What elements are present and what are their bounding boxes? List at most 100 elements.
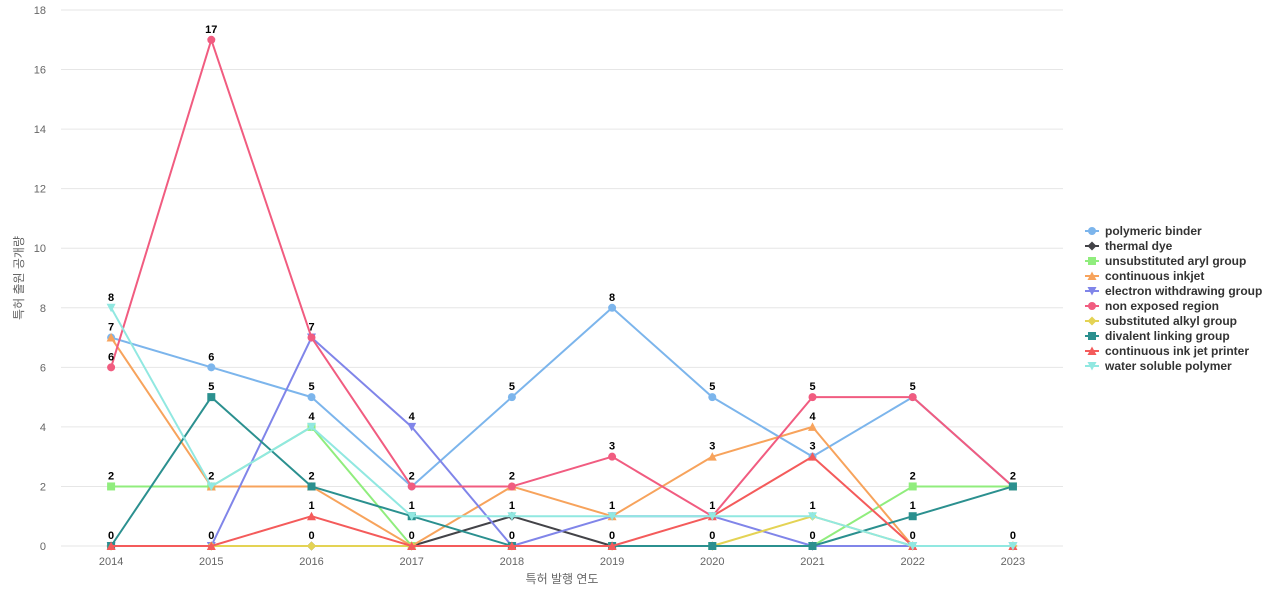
legend-item[interactable]: divalent linking group — [1085, 329, 1230, 343]
data-label: 1 — [609, 500, 615, 512]
data-label: 0 — [809, 530, 815, 542]
data-label: 4 — [308, 411, 315, 423]
legend-marker — [1088, 332, 1096, 340]
x-tick-label: 2018 — [500, 556, 524, 568]
legend-item[interactable]: water soluble polymer — [1085, 359, 1232, 373]
data-point — [607, 512, 617, 521]
legend-label: continuous inkjet — [1105, 269, 1204, 283]
legend-item[interactable]: electron withdrawing group — [1085, 284, 1262, 298]
data-point — [307, 511, 316, 521]
legend-marker — [1087, 316, 1097, 326]
data-label: 0 — [208, 530, 214, 542]
data-label: 2 — [409, 470, 415, 482]
data-label: 1 — [910, 500, 916, 512]
legend-marker — [1087, 362, 1097, 371]
data-point — [507, 482, 516, 491]
data-label: 1 — [809, 500, 815, 512]
x-axis-ticks: 2014 2015 2016 2017 2018 2019 2020 2021 2022 2023 — [99, 556, 1025, 568]
data-point — [307, 541, 316, 551]
data-point — [107, 482, 116, 491]
data-label: 1 — [709, 500, 715, 512]
data-label: 2 — [108, 470, 114, 482]
data-point — [407, 541, 417, 550]
data-label: 0 — [308, 530, 314, 542]
data-label: 1 — [509, 500, 515, 512]
y-tick-label: 14 — [34, 124, 46, 136]
data-point — [908, 393, 917, 402]
legend-marker — [1088, 227, 1096, 235]
data-point — [106, 303, 116, 313]
x-tick-label: 2020 — [700, 556, 724, 568]
legend-label: unsubstituted aryl group — [1105, 254, 1246, 268]
data-point — [808, 422, 817, 431]
gridlines — [61, 9, 1063, 547]
legend-marker — [1087, 271, 1097, 280]
legend-item[interactable]: continuous inkjet — [1085, 269, 1204, 283]
x-tick-label: 2019 — [600, 556, 624, 568]
y-tick-label: 18 — [34, 5, 46, 17]
series-line — [110, 306, 1014, 488]
legend-marker — [1087, 241, 1097, 251]
data-point — [708, 542, 717, 550]
legend-item[interactable]: substituted alkyl group — [1085, 314, 1237, 328]
legend-item[interactable]: polymeric binder — [1085, 224, 1202, 238]
legend-item[interactable]: unsubstituted aryl group — [1085, 254, 1246, 268]
y-tick-label: 4 — [40, 422, 46, 434]
series-5 — [107, 35, 1017, 521]
data-label: 6 — [208, 351, 214, 363]
data-label: 5 — [208, 381, 214, 393]
data-point — [708, 393, 717, 402]
data-label: 2 — [910, 470, 916, 482]
x-tick-label: 2014 — [99, 556, 123, 568]
data-point — [207, 35, 216, 44]
data-label: 5 — [308, 381, 314, 393]
data-label: 2 — [509, 470, 515, 482]
data-point — [207, 393, 216, 402]
data-point — [407, 422, 417, 432]
data-label: 6 — [108, 351, 114, 363]
data-label: 17 — [205, 24, 217, 36]
data-point — [808, 452, 817, 461]
data-label: 3 — [709, 441, 715, 453]
data-label: 5 — [910, 381, 916, 393]
legend-label: electron withdrawing group — [1105, 284, 1262, 298]
y-tick-label: 6 — [40, 362, 46, 374]
x-tick-label: 2021 — [800, 556, 824, 568]
data-point — [608, 452, 617, 461]
data-label: 5 — [809, 381, 815, 393]
y-tick-label: 8 — [40, 303, 46, 315]
data-point — [307, 482, 316, 491]
data-point — [707, 452, 717, 461]
data-point — [808, 512, 817, 521]
data-point — [307, 333, 316, 342]
data-point — [908, 482, 917, 491]
data-point — [908, 542, 918, 551]
data-point — [207, 363, 216, 372]
legend-label: water soluble polymer — [1104, 359, 1232, 373]
data-label: 3 — [809, 441, 815, 453]
series-line — [110, 38, 1014, 518]
data-point — [106, 333, 116, 342]
data-label: 2 — [308, 470, 314, 482]
y-tick-label: 2 — [40, 481, 46, 493]
data-label: 5 — [509, 381, 515, 393]
legend-label: continuous ink jet printer — [1105, 344, 1249, 358]
x-tick-label: 2016 — [299, 556, 323, 568]
legend-label: polymeric binder — [1105, 224, 1202, 238]
data-point — [206, 541, 216, 550]
data-point — [1008, 542, 1018, 551]
legend-item[interactable]: non exposed region — [1085, 299, 1219, 313]
y-tick-label: 10 — [34, 243, 46, 255]
data-label: 7 — [108, 322, 114, 334]
legend-item[interactable]: thermal dye — [1085, 239, 1173, 253]
legend-item[interactable]: continuous ink jet printer — [1085, 344, 1249, 358]
legend-marker — [1088, 302, 1096, 310]
data-label: 8 — [108, 292, 114, 304]
legend-label: divalent linking group — [1105, 329, 1230, 343]
data-point — [707, 512, 717, 521]
x-axis-title: 특허 발행 연도 — [526, 571, 599, 586]
data-point — [1008, 482, 1017, 491]
legend-marker — [1087, 287, 1097, 296]
legend-marker — [1087, 346, 1097, 355]
